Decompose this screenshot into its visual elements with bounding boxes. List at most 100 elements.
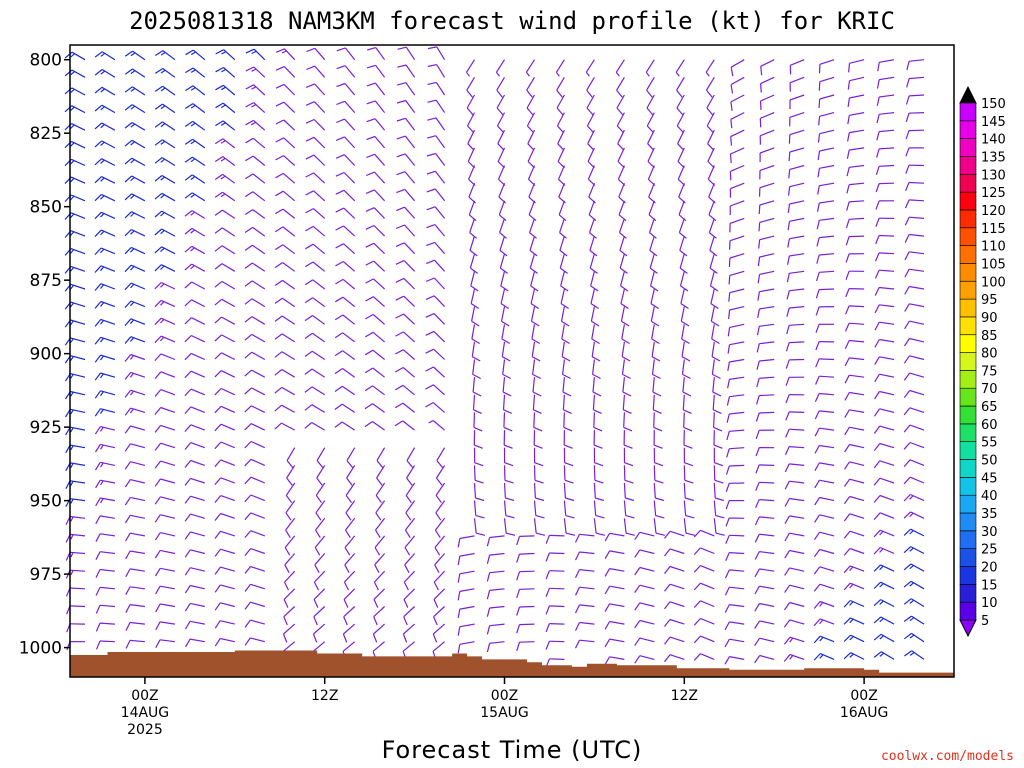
wind-barb <box>154 192 176 202</box>
wind-barb <box>875 200 895 210</box>
wind-barb <box>124 157 146 167</box>
wind-barb <box>724 656 745 665</box>
wind-barb <box>619 235 628 257</box>
wind-barb <box>616 112 625 133</box>
wind-barb <box>592 359 601 380</box>
wind-barb <box>843 547 865 556</box>
wind-barb <box>623 447 634 467</box>
wind-barb <box>184 299 206 308</box>
wind-barb <box>184 352 206 361</box>
wind-barb <box>346 447 356 468</box>
wind-barb <box>501 324 510 345</box>
wind-barb <box>876 112 895 124</box>
wind-barb <box>466 112 476 133</box>
wind-barb <box>334 368 356 378</box>
wind-barb <box>903 546 925 555</box>
credit-link[interactable]: coolwx.com/models <box>881 749 1014 764</box>
wind-barb <box>184 531 205 540</box>
wind-barb <box>305 243 326 255</box>
colorbar-swatch <box>959 352 977 371</box>
wind-barb <box>818 76 835 91</box>
wind-barb <box>724 638 745 648</box>
ground-fill <box>70 650 954 677</box>
wind-barb <box>214 620 235 629</box>
wind-barb <box>427 46 446 61</box>
wind-barb <box>874 286 895 296</box>
wind-barb <box>759 112 775 128</box>
wind-barb <box>846 182 865 194</box>
wind-barb <box>503 465 514 484</box>
wind-barb <box>726 411 745 423</box>
y-tick-label: 800 <box>30 51 62 71</box>
wind-barb <box>124 50 146 61</box>
y-tick-label: 875 <box>30 271 62 291</box>
wind-barb <box>532 377 542 397</box>
wind-barb <box>617 129 625 151</box>
wind-barb <box>844 374 865 384</box>
wind-barb <box>244 405 266 413</box>
wind-barb <box>214 530 235 539</box>
wind-barb <box>561 324 570 345</box>
wind-barb <box>184 103 206 114</box>
wind-barb <box>844 322 865 332</box>
wind-barb <box>184 281 206 290</box>
colorbar-swatch <box>959 530 977 550</box>
wind-barb <box>154 460 176 469</box>
wind-barb <box>184 602 205 612</box>
wind-barb <box>125 621 145 631</box>
colorbar-swatch <box>959 334 977 353</box>
wind-barb <box>754 654 775 664</box>
wind-barb <box>653 412 663 432</box>
wind-barb <box>154 389 176 397</box>
wind-barb <box>486 570 505 582</box>
wind-barb <box>65 444 86 454</box>
wind-barb <box>154 174 176 184</box>
wind-barb <box>729 235 745 250</box>
wind-barb <box>533 447 544 467</box>
x-tick-label: 12Z <box>311 688 338 704</box>
wind-barb <box>815 288 835 299</box>
wind-barb <box>124 407 146 416</box>
wind-barb <box>532 359 541 380</box>
wind-barb <box>817 164 835 178</box>
wind-barb <box>814 427 835 437</box>
wind-barb <box>844 357 865 367</box>
wind-barb <box>125 532 146 542</box>
wind-barb <box>707 129 715 151</box>
wind-barb <box>634 549 655 558</box>
wind-barb <box>434 535 446 556</box>
colorbar-label: 15 <box>981 578 998 593</box>
wind-barb <box>873 442 895 452</box>
wind-barb <box>785 411 805 421</box>
wind-barb <box>845 235 865 246</box>
wind-barb <box>530 271 539 292</box>
wind-barb <box>785 428 805 438</box>
wind-barb <box>727 341 745 354</box>
wind-barb <box>244 530 266 538</box>
wind-barb <box>648 200 657 222</box>
wind-barb <box>649 253 658 274</box>
wind-barb <box>709 235 718 257</box>
wind-barb <box>304 386 326 396</box>
wind-barb <box>677 147 685 169</box>
wind-barb <box>124 461 146 470</box>
wind-barb <box>154 549 176 559</box>
wind-barb <box>426 206 446 219</box>
wind-barb <box>214 298 236 308</box>
wind-barb <box>728 306 745 320</box>
wind-barb <box>634 531 655 541</box>
wind-barb <box>214 191 236 202</box>
wind-barb <box>713 430 723 449</box>
wind-barb <box>756 358 775 370</box>
wind-barb <box>215 102 236 114</box>
wind-barb <box>757 253 775 267</box>
wind-barb <box>396 117 416 131</box>
wind-barb <box>466 94 476 116</box>
wind-barb <box>648 218 657 239</box>
wind-barb <box>154 317 176 326</box>
wind-barb <box>396 206 416 219</box>
wind-barb <box>619 253 628 274</box>
wind-barb <box>403 570 416 591</box>
colorbar-swatch <box>959 156 977 175</box>
wind-barb <box>875 164 895 175</box>
